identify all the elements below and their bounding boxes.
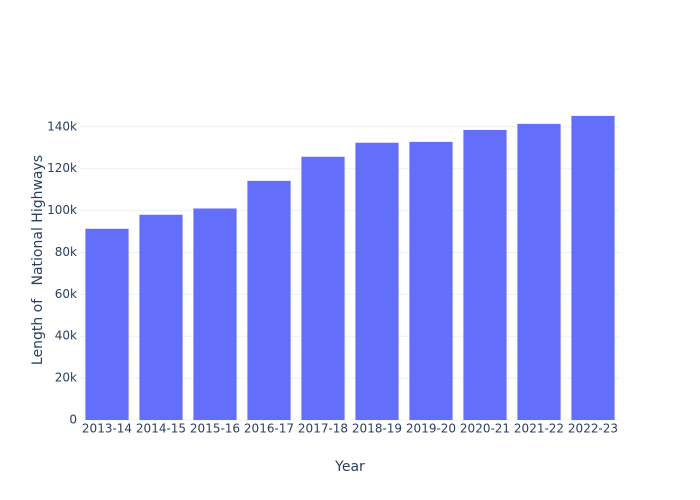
x-tick-label: 2015-16 — [190, 422, 240, 436]
y-axis-title: Length of National Highways — [30, 155, 46, 365]
bar — [463, 129, 507, 421]
y-tick-label: 140k — [47, 119, 77, 133]
bar — [301, 156, 345, 421]
bar — [193, 208, 237, 420]
bar — [139, 214, 183, 420]
x-tick-label: 2017-18 — [298, 422, 348, 436]
x-tick-label: 2014-15 — [136, 422, 186, 436]
bar — [355, 142, 399, 420]
x-tick-label: 2022-23 — [568, 422, 618, 436]
y-tick-label: 60k — [55, 287, 77, 301]
bar — [409, 141, 453, 420]
x-tick-label: 2021-22 — [514, 422, 564, 436]
y-tick-label: 80k — [55, 245, 77, 259]
bar — [571, 115, 615, 420]
y-tick-label: 120k — [47, 161, 77, 175]
x-tick-label: 2013-14 — [82, 422, 132, 436]
x-tick-label: 2019-20 — [406, 422, 456, 436]
y-tick-label: 40k — [55, 329, 77, 343]
bar — [247, 180, 291, 420]
bar — [517, 123, 561, 421]
y-tick-label: 20k — [55, 371, 77, 385]
x-tick-label: 2018-19 — [352, 422, 402, 436]
x-axis-title: Year — [334, 459, 365, 475]
y-tick-label: 0 — [69, 413, 77, 427]
x-tick-label: 2016-17 — [244, 422, 294, 436]
bar — [85, 228, 129, 420]
y-tick-label: 100k — [47, 203, 77, 217]
x-tick-label: 2020-21 — [460, 422, 510, 436]
